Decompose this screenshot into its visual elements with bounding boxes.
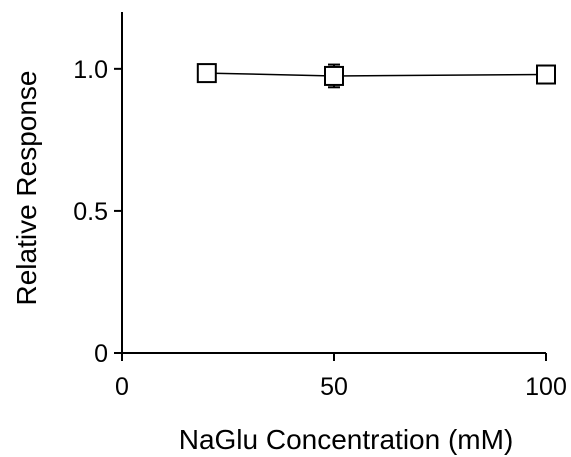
y-tick-label: 1.0	[73, 56, 108, 84]
x-tick-label: 50	[320, 373, 348, 401]
axes	[121, 12, 546, 354]
x-tick-label: 100	[525, 373, 567, 401]
y-tick-label: 0	[94, 340, 108, 368]
data-point	[324, 65, 344, 86]
series	[196, 63, 556, 89]
y-axis-label: Relative Response	[11, 70, 42, 305]
y-tick-label: 0.5	[73, 198, 108, 226]
ticks: 0 0.5 1.0 0 50 100	[73, 56, 567, 401]
data-point	[196, 63, 217, 84]
series-line	[206, 72, 547, 77]
data-point	[536, 64, 556, 85]
x-axis-label: NaGlu Concentration (mM)	[179, 424, 514, 455]
x-tick-label: 0	[115, 373, 129, 401]
